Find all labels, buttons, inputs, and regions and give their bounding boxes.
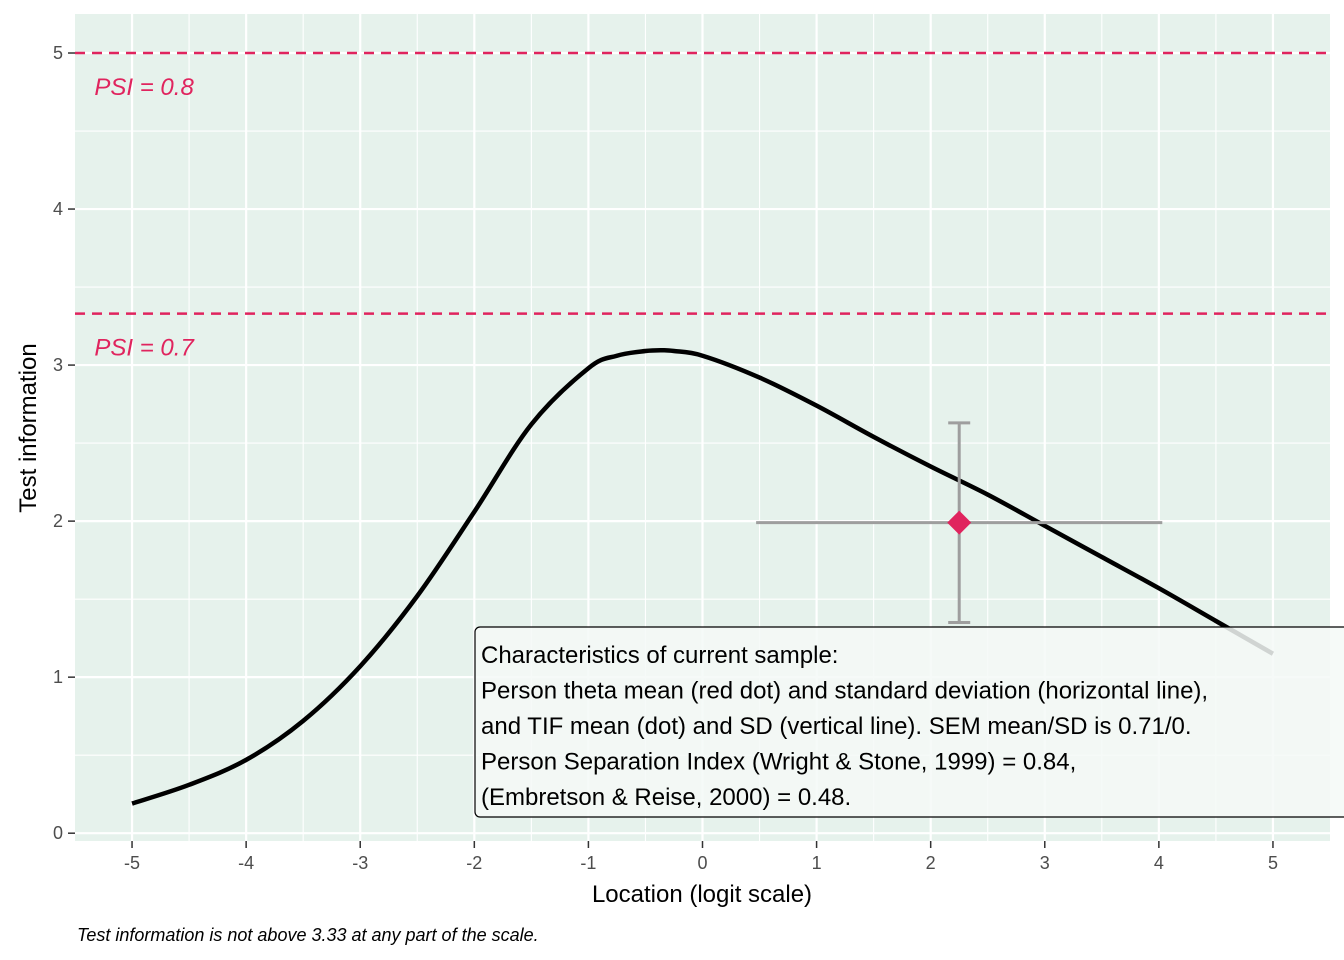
x-tick-label: 0 [697, 853, 707, 873]
y-tick-label: 0 [53, 823, 63, 843]
x-tick-label: -4 [238, 853, 254, 873]
y-tick-label: 3 [53, 355, 63, 375]
sample-mean-point [947, 510, 972, 535]
y-tick-label: 2 [53, 511, 63, 531]
annotation-line: (Embretson & Reise, 2000) = 0.48. [481, 784, 851, 811]
x-tick-label: 1 [812, 853, 822, 873]
x-tick-label: -3 [352, 853, 368, 873]
series-layer [131, 348, 1275, 806]
psi-reference-lines [75, 51, 1330, 315]
x-tick-label: 5 [1268, 853, 1278, 873]
x-tick-label: 2 [926, 853, 936, 873]
psi-reference-labels: PSI = 0.8 PSI = 0.7 [94, 74, 195, 362]
annotation-line: Person theta mean (red dot) and standard… [481, 678, 1208, 705]
annotation-layer: Characteristics of current sample: Person… [474, 626, 1344, 818]
annotation-box [474, 626, 1344, 818]
x-axis-title: Location (logit scale) [592, 881, 812, 908]
psi-reference-label: PSI = 0.8 [94, 74, 194, 101]
x-tick-label: -5 [124, 853, 140, 873]
annotation-line: and TIF mean (dot) and SD (vertical line… [481, 713, 1192, 740]
sample-layer [756, 421, 1163, 625]
x-tick-label: 4 [1154, 853, 1164, 873]
y-tick-label: 5 [53, 43, 63, 63]
y-axis: 0 1 2 3 4 5 [53, 43, 75, 843]
x-tick-label: -1 [580, 853, 596, 873]
chart-caption: Test information is not above 3.33 at an… [77, 925, 539, 945]
test-information-curve [131, 348, 1275, 806]
x-tick-label: 3 [1040, 853, 1050, 873]
annotation-line: Person Separation Index (Wright & Stone,… [481, 749, 1076, 776]
y-axis-title: Test information [15, 343, 42, 512]
psi-reference-label: PSI = 0.7 [94, 335, 195, 362]
x-tick-label: -2 [466, 853, 482, 873]
annotation-line: Characteristics of current sample: [481, 642, 838, 669]
y-tick-label: 1 [53, 667, 63, 687]
x-axis: -5 -4 -3 -2 -1 0 1 2 3 4 5 [124, 841, 1278, 873]
y-tick-label: 4 [53, 199, 63, 219]
